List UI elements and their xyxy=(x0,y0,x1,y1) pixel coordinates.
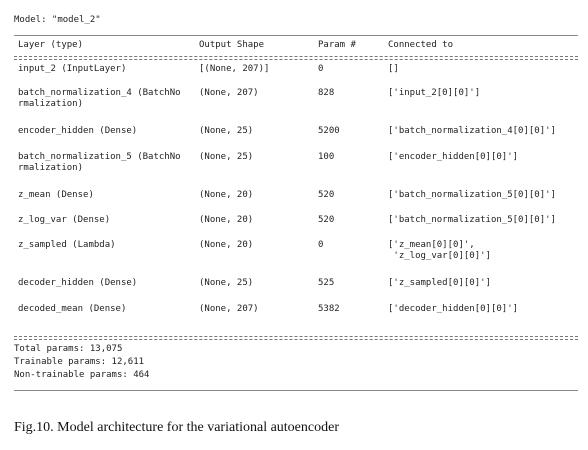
output-shape: (None, 25) xyxy=(199,126,254,136)
layer-name: z_log_var (Dense) xyxy=(18,215,111,225)
layer-name: encoder_hidden (Dense) xyxy=(18,126,138,136)
connected-to: ['z_mean[0][0]', xyxy=(388,240,475,250)
param-count: 5200 xyxy=(318,126,340,136)
layer-name: batch_normalization_5 (BatchNo xyxy=(18,152,181,162)
param-count: 520 xyxy=(318,190,335,200)
header-layer: Layer (type) xyxy=(18,40,84,50)
output-shape: (None, 207) xyxy=(199,304,259,314)
layer-name: input_2 (InputLayer) xyxy=(18,64,127,74)
output-shape: (None, 20) xyxy=(199,215,254,225)
param-count: 0 xyxy=(318,64,324,74)
param-count: 0 xyxy=(318,240,324,250)
connected-to: ['encoder_hidden[0][0]'] xyxy=(388,152,519,162)
layer-name: batch_normalization_4 (BatchNo xyxy=(18,88,181,98)
trainable-params: Trainable params: 12,611 xyxy=(14,357,145,367)
layer-name: decoder_hidden (Dense) xyxy=(18,278,138,288)
output-shape: (None, 20) xyxy=(199,190,254,200)
model-name: Model: "model_2" xyxy=(14,15,101,25)
header-double-rule xyxy=(14,56,578,60)
bottom-rule xyxy=(14,390,578,391)
connected-to: 'z_log_var[0][0]'] xyxy=(388,251,491,261)
output-shape: (None, 25) xyxy=(199,152,254,162)
param-count: 525 xyxy=(318,278,335,288)
output-shape: (None, 25) xyxy=(199,278,254,288)
layer-name: z_sampled (Lambda) xyxy=(18,240,116,250)
connected-to: ['batch_normalization_5[0][0]'] xyxy=(388,215,556,225)
param-count: 520 xyxy=(318,215,335,225)
connected-to: ['z_sampled[0][0]'] xyxy=(388,278,491,288)
connected-to: ['batch_normalization_4[0][0]'] xyxy=(388,126,556,136)
output-shape: [(None, 207)] xyxy=(199,64,270,74)
layer-name: rmalization) xyxy=(18,163,84,173)
header-param: Param # xyxy=(318,40,356,50)
header-output-shape: Output Shape xyxy=(199,40,265,50)
non-trainable-params: Non-trainable params: 464 xyxy=(14,370,150,380)
param-count: 5382 xyxy=(318,304,340,314)
connected-to: ['batch_normalization_5[0][0]'] xyxy=(388,190,556,200)
layer-name: rmalization) xyxy=(18,99,84,109)
layer-name: z_mean (Dense) xyxy=(18,190,94,200)
footer-double-rule xyxy=(14,336,578,340)
param-count: 828 xyxy=(318,88,335,98)
output-shape: (None, 20) xyxy=(199,240,254,250)
top-rule xyxy=(14,35,578,36)
header-connected: Connected to xyxy=(388,40,454,50)
figure-caption: Fig.10. Model architecture for the varia… xyxy=(14,420,339,435)
param-count: 100 xyxy=(318,152,335,162)
total-params: Total params: 13,075 xyxy=(14,344,123,354)
connected-to: ['decoder_hidden[0][0]'] xyxy=(388,304,519,314)
layer-name: decoded_mean (Dense) xyxy=(18,304,127,314)
connected-to: ['input_2[0][0]'] xyxy=(388,88,481,98)
output-shape: (None, 207) xyxy=(199,88,259,98)
connected-to: [] xyxy=(388,64,399,74)
